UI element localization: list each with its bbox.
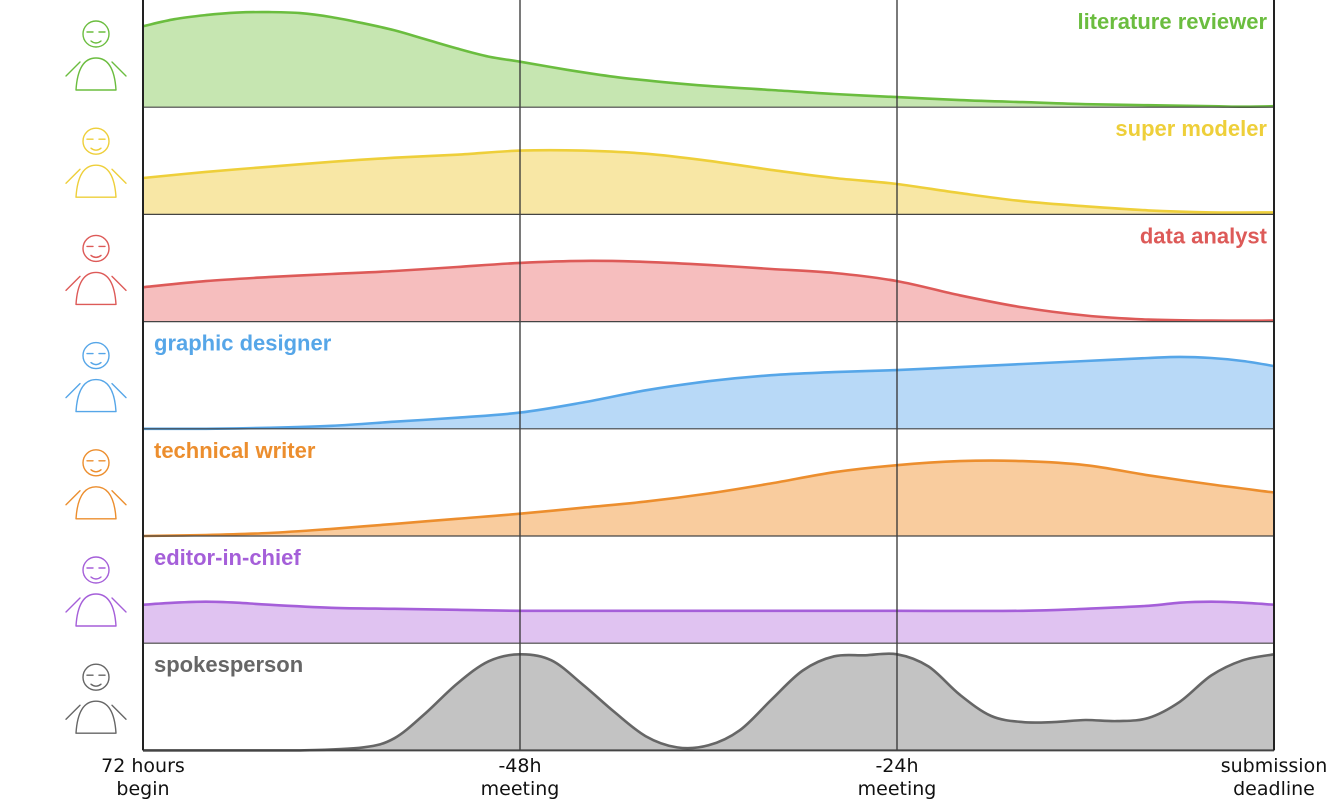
label-literature-reviewer: literature reviewer [1077,9,1267,34]
vertical-gridlines [519,0,898,751]
x-tick-submission-deadline: submission deadline [1221,755,1328,800]
x-tick--24h-meeting: -24h meeting [858,755,937,800]
chart-frame [142,0,1275,752]
row-labels: literature reviewer super modeler data ana… [154,9,1268,677]
label-editor-in-chief: editor-in-chief [154,545,301,570]
line-data-analyst [142,259,1275,322]
label-graphic-designer: graphic designer [154,331,332,356]
panel-editor-in-chief [142,600,1275,644]
area-technical-writer [143,460,1274,536]
x-tick-72-hours-begin: 72 hours begin [101,755,185,800]
line-editor-in-chief [142,600,1275,613]
x-tick--48h-meeting: -48h meeting [481,755,560,800]
line-spokesperson [143,652,1275,752]
avatar-literature-reviewer-icon [65,20,127,91]
area-data-analyst [143,260,1274,322]
x-axis-tick-labels: 72 hours begin -48h meeting -24h meeting submi… [101,755,1327,800]
panel-technical-writer [142,459,1275,538]
area-spokesperson [143,653,1274,751]
avatar-super-modeler-icon [65,127,127,198]
avatar-technical-writer-icon [65,449,127,520]
line-literature-reviewer [142,10,1275,109]
avatar-spokesperson-icon [65,663,127,734]
panel-data-analyst [142,259,1275,322]
panel-graphic-designer [142,355,1275,431]
label-technical-writer: technical writer [154,438,316,463]
panel-literature-reviewer [142,10,1275,109]
label-spokesperson: spokesperson [154,652,303,677]
panel-super-modeler [142,148,1275,215]
label-super-modeler: super modeler [1115,116,1267,141]
avatar-graphic-designer-icon [65,341,127,413]
label-data-analyst: data analyst [1140,223,1268,248]
area-literature-reviewer [143,12,1274,108]
panel-spokesperson [143,652,1275,752]
chart-panels [142,10,1275,752]
avatar-editor-in-chief-icon [65,556,127,627]
avatar-data-analyst-icon [65,234,127,306]
line-super-modeler [142,148,1275,214]
area-graphic-designer [143,356,1274,429]
role-avatars [65,20,127,734]
line-technical-writer [142,459,1275,538]
line-graphic-designer [142,355,1275,431]
